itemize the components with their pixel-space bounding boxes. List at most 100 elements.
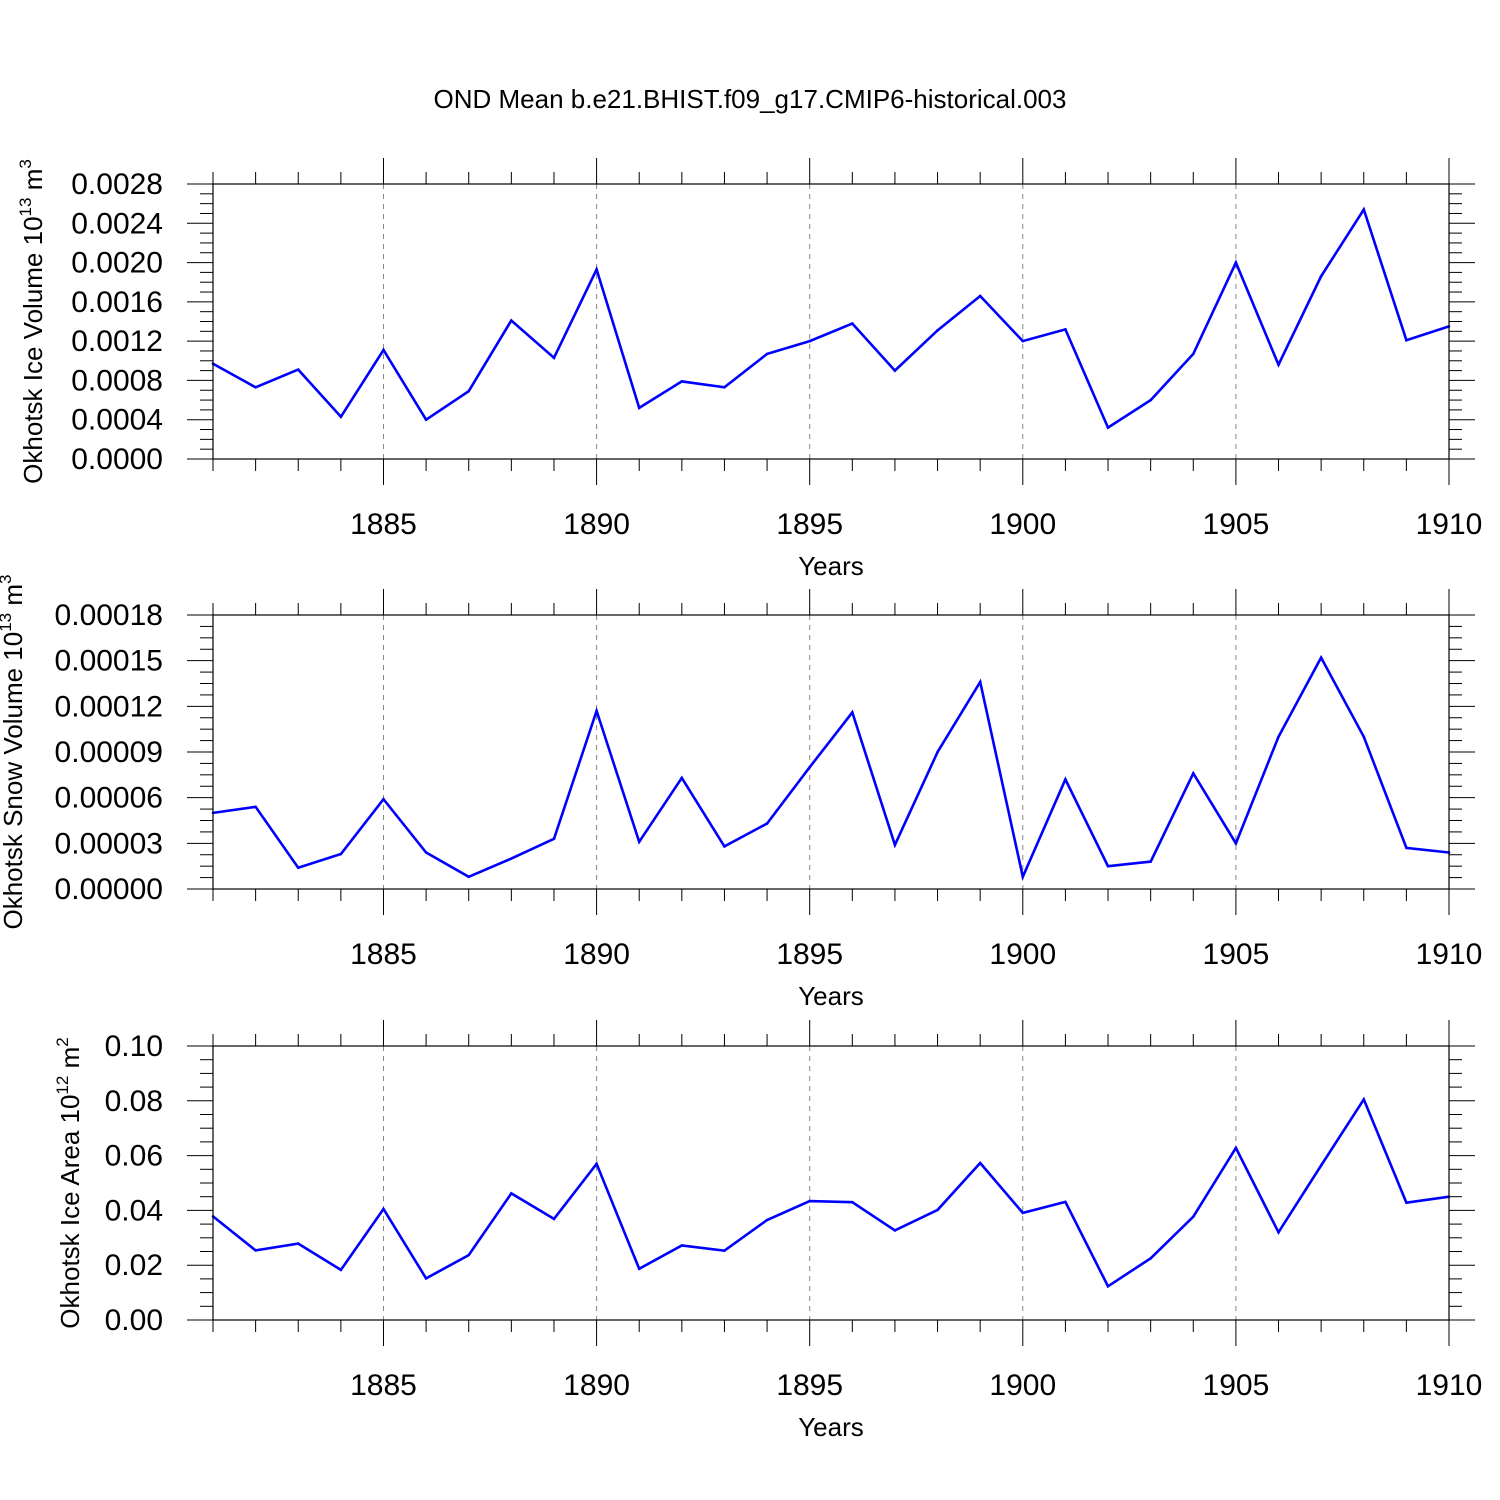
data-point — [1405, 338, 1408, 342]
y-axis-label: Okhotsk Ice Area 1012 m2 — [53, 1037, 85, 1328]
y-tick-label: 0.0012 — [71, 325, 163, 358]
data-point — [978, 1161, 982, 1165]
data-point — [723, 845, 726, 848]
y-tick-label: 0.0016 — [71, 286, 163, 319]
x-axis-label: Years — [798, 1412, 864, 1442]
x-axis-label: Years — [798, 551, 864, 581]
data-point — [424, 1277, 428, 1280]
y-tick-label: 0.0024 — [71, 207, 163, 240]
data-point — [1149, 1257, 1152, 1260]
y-tick-label: 0.00000 — [55, 873, 163, 906]
data-point — [723, 1249, 726, 1252]
data-series-line — [212, 654, 1450, 881]
data-point — [595, 709, 598, 713]
data-point — [680, 380, 684, 383]
data-point — [1149, 398, 1152, 402]
y-tick-label: 0.00009 — [55, 736, 163, 769]
x-tick-label: 1890 — [563, 508, 630, 541]
data-point — [1191, 1215, 1195, 1219]
data-point — [1277, 735, 1280, 739]
data-point — [851, 711, 854, 714]
x-tick-label: 1890 — [563, 1369, 630, 1402]
y-tick-label: 0.00018 — [55, 599, 163, 632]
x-tick-label: 1890 — [563, 938, 630, 971]
data-point — [1106, 1284, 1110, 1288]
x-tick-label: 1910 — [1416, 508, 1483, 541]
data-point — [510, 857, 513, 860]
data-point — [1021, 875, 1025, 879]
data-point — [680, 776, 684, 780]
data-point — [808, 339, 811, 343]
y-tick-label: 0.00 — [105, 1304, 163, 1337]
x-tick-label: 1900 — [989, 1369, 1056, 1402]
data-point — [1319, 656, 1323, 659]
data-point — [936, 329, 939, 332]
data-point — [296, 1242, 300, 1245]
data-point — [552, 837, 556, 841]
y-tick-label: 0.00003 — [55, 827, 163, 860]
x-tick-label: 1885 — [350, 938, 417, 971]
data-point — [339, 852, 343, 856]
y-tick-label: 0.02 — [105, 1249, 163, 1282]
data-point — [339, 415, 343, 419]
data-point — [765, 352, 769, 356]
data-point — [1064, 778, 1067, 781]
data-point — [1362, 735, 1366, 739]
y-tick-label: 0.10 — [105, 1030, 163, 1063]
data-point — [254, 386, 257, 389]
data-point — [552, 1217, 556, 1221]
x-tick-label: 1910 — [1416, 1369, 1483, 1402]
x-tick-label: 1895 — [776, 938, 843, 971]
plot-frame — [212, 1045, 1450, 1321]
data-point — [339, 1268, 343, 1272]
data-point — [382, 797, 385, 801]
data-point — [637, 406, 641, 410]
data-point — [893, 1229, 897, 1232]
data-point — [808, 1199, 811, 1203]
data-point — [851, 1200, 854, 1204]
data-point — [1021, 1211, 1025, 1215]
data-point — [552, 356, 556, 360]
x-tick-label: 1885 — [350, 508, 417, 541]
data-point — [978, 294, 982, 298]
plot-frame — [212, 183, 1450, 460]
data-point — [1234, 1146, 1238, 1150]
y-tick-label: 0.06 — [105, 1140, 163, 1173]
data-point — [1405, 1201, 1408, 1205]
data-point — [424, 418, 428, 422]
data-point — [1362, 1098, 1366, 1101]
data-point — [637, 840, 641, 844]
x-tick-label: 1895 — [776, 508, 843, 541]
data-point — [1277, 1231, 1280, 1234]
data-point — [595, 268, 598, 271]
y-tick-label: 0.0000 — [71, 443, 163, 476]
data-point — [978, 680, 982, 684]
plot-frame — [212, 614, 1450, 890]
data-point — [1405, 846, 1408, 850]
data-point — [765, 1218, 769, 1222]
x-axis-label: Years — [798, 981, 864, 1011]
x-tick-label: 1900 — [989, 508, 1056, 541]
data-point — [382, 348, 385, 352]
data-point — [467, 1253, 471, 1257]
y-tick-label: 0.04 — [105, 1194, 163, 1227]
y-tick-label: 0.0004 — [71, 404, 163, 437]
data-point — [1319, 275, 1323, 278]
data-point — [1277, 363, 1280, 367]
data-point — [1064, 1200, 1067, 1204]
data-point — [1234, 842, 1238, 845]
data-point — [1106, 426, 1110, 429]
data-point — [1191, 352, 1195, 356]
x-tick-label: 1900 — [989, 938, 1056, 971]
data-point — [595, 1162, 598, 1166]
data-series-line — [212, 1096, 1450, 1289]
data-point — [936, 750, 939, 754]
data-point — [851, 322, 854, 325]
data-point — [680, 1244, 684, 1247]
data-point — [1149, 860, 1152, 863]
data-point — [723, 386, 726, 389]
data-point — [467, 389, 471, 393]
data-point — [254, 805, 257, 809]
panel-3: 0.00 0.02 0.04 0.06 0.08 0.10 1885 1890 1895 1900… — [53, 1020, 1482, 1442]
